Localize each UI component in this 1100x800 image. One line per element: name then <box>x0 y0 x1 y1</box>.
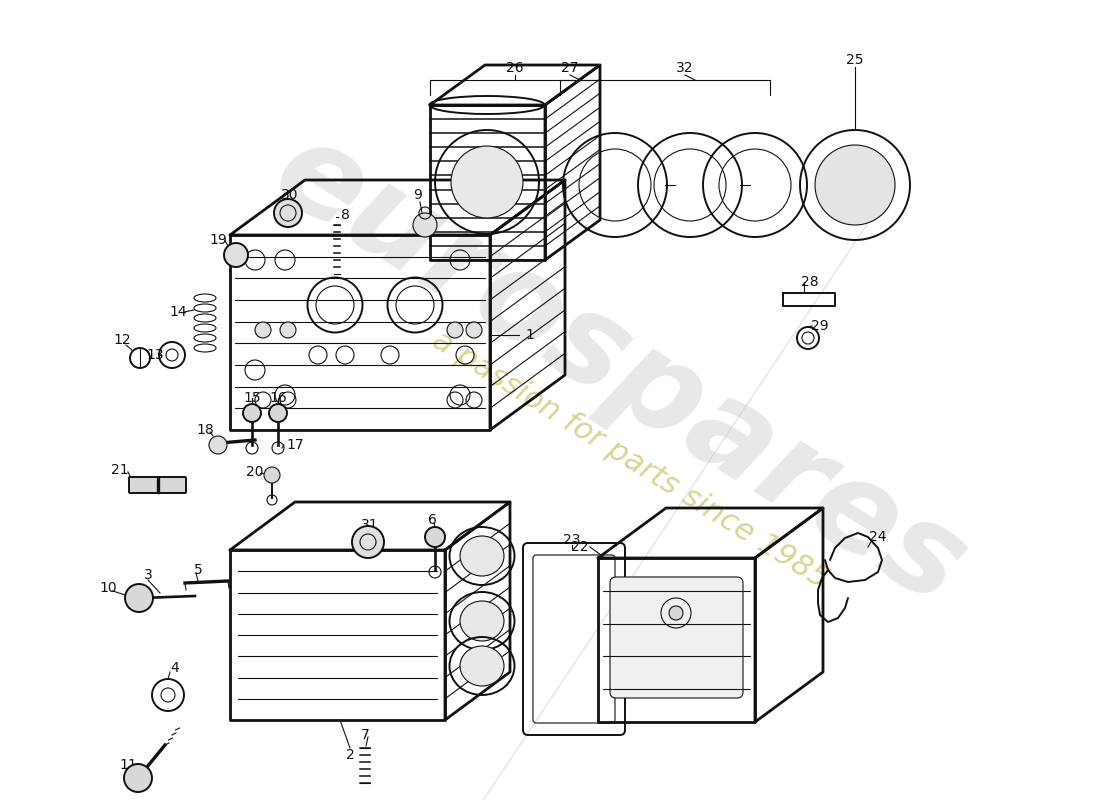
Circle shape <box>274 199 302 227</box>
Text: 12: 12 <box>113 333 131 347</box>
Text: 1: 1 <box>526 328 535 342</box>
Text: 32: 32 <box>676 61 694 75</box>
Text: 14: 14 <box>169 305 187 319</box>
Circle shape <box>264 467 280 483</box>
Text: 29: 29 <box>811 319 828 333</box>
Text: 6: 6 <box>428 513 437 527</box>
Circle shape <box>352 526 384 558</box>
Text: 16: 16 <box>270 391 287 405</box>
Circle shape <box>243 404 261 422</box>
Text: 21: 21 <box>111 463 129 477</box>
Text: 25: 25 <box>846 53 864 67</box>
Text: 20: 20 <box>246 465 264 479</box>
Circle shape <box>815 145 895 225</box>
Text: 31: 31 <box>361 518 378 532</box>
Ellipse shape <box>460 536 504 576</box>
Text: eurospares: eurospares <box>253 110 987 630</box>
Text: 22: 22 <box>571 540 588 554</box>
Circle shape <box>224 243 248 267</box>
Text: 2: 2 <box>345 748 354 762</box>
Text: 15: 15 <box>243 391 261 405</box>
Text: a passion for parts since 1985: a passion for parts since 1985 <box>427 326 833 594</box>
Text: 18: 18 <box>196 423 213 437</box>
Text: 23: 23 <box>563 533 581 547</box>
Circle shape <box>124 764 152 792</box>
Text: 19: 19 <box>209 233 227 247</box>
Text: 9: 9 <box>414 188 422 202</box>
Circle shape <box>270 404 287 422</box>
Text: 13: 13 <box>146 348 164 362</box>
Circle shape <box>425 527 446 547</box>
Text: 24: 24 <box>869 530 887 544</box>
Ellipse shape <box>460 646 504 686</box>
Text: 17: 17 <box>286 438 304 452</box>
Circle shape <box>280 322 296 338</box>
Circle shape <box>125 584 153 612</box>
Circle shape <box>447 322 463 338</box>
FancyBboxPatch shape <box>129 477 186 493</box>
Text: 26: 26 <box>506 61 524 75</box>
Circle shape <box>255 322 271 338</box>
Ellipse shape <box>460 601 504 641</box>
Text: 7: 7 <box>361 728 370 742</box>
Text: 5: 5 <box>194 563 202 577</box>
Text: 28: 28 <box>801 275 818 289</box>
Circle shape <box>466 322 482 338</box>
FancyBboxPatch shape <box>610 577 742 698</box>
Text: 4: 4 <box>170 661 179 675</box>
Circle shape <box>669 606 683 620</box>
Circle shape <box>451 146 522 218</box>
Text: 3: 3 <box>144 568 153 582</box>
Text: 30: 30 <box>282 188 299 202</box>
Circle shape <box>209 436 227 454</box>
Text: 27: 27 <box>561 61 579 75</box>
Text: 8: 8 <box>341 208 350 222</box>
Text: 10: 10 <box>99 581 117 595</box>
Circle shape <box>412 213 437 237</box>
Text: 11: 11 <box>119 758 136 772</box>
